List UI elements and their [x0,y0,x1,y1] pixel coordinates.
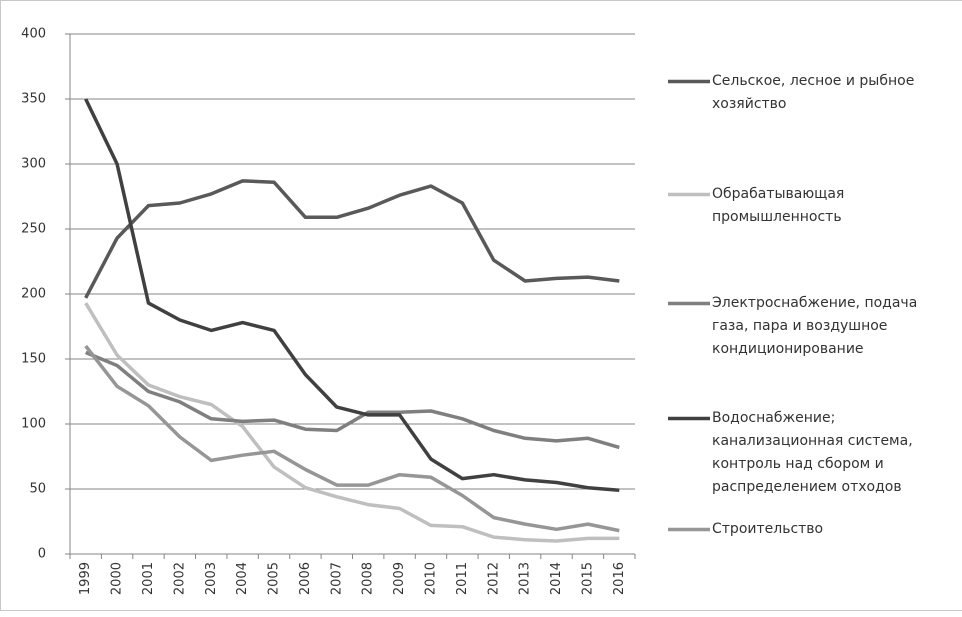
y-tick-label: 300 [21,157,46,172]
y-tick-label: 200 [21,287,46,302]
x-tick-label: 2000 [110,562,125,595]
x-tick-label: 2016 [612,562,627,595]
legend-label: Сельское, лесное и рыбное хозяйство [712,73,915,112]
series-line [84,302,620,543]
x-tick-label: 2008 [361,562,376,595]
y-tick-label: 150 [21,352,46,367]
series-line [84,179,620,299]
legend-label: Электроснабжение, подача газа, пара и во… [712,295,918,357]
x-tick-label: 2001 [141,562,156,595]
y-tick-label: 50 [29,482,46,497]
x-tick-label: 1999 [78,562,93,595]
x-tick-label: 2005 [267,562,282,595]
y-tick-label: 100 [21,417,46,432]
x-tick-label: 2006 [298,562,313,595]
x-tick-label: 2009 [392,562,407,595]
x-tick-label: 2014 [549,562,564,595]
x-tick-label: 2004 [235,562,250,595]
y-tick-label: 350 [21,92,46,107]
y-tick-label: 250 [21,222,46,237]
x-tick-label: 2002 [172,562,187,595]
legend-label: Водоснабжение; канализационная система, … [712,410,913,495]
x-tick-label: 2015 [580,562,595,595]
x-tick-label: 2012 [486,562,501,595]
y-tick-label: 0 [38,547,46,562]
series-line [84,98,620,493]
series-line [85,350,620,450]
x-tick-label: 2013 [518,562,533,595]
x-tick-label: 2010 [423,562,438,595]
y-tick-label: 400 [21,27,46,42]
series-line [84,344,620,533]
legend-label: Обрабатывающая промышленность [712,186,845,225]
x-tick-label: 2007 [329,562,344,595]
x-tick-label: 2011 [455,562,470,595]
legend-label: Строительство [712,521,824,537]
x-tick-label: 2003 [204,562,219,595]
